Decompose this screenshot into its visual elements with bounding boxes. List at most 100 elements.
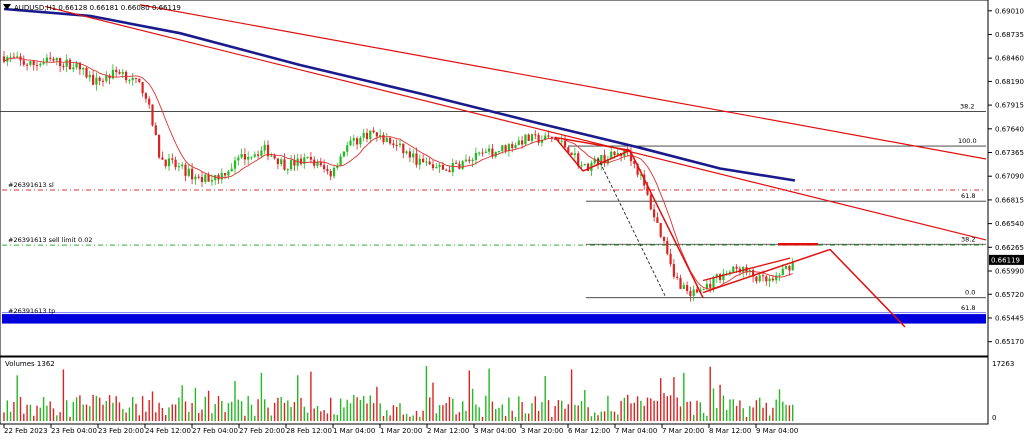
candle-body <box>484 151 487 153</box>
price-tick-label: 0.65445 <box>995 314 1024 322</box>
candle-body <box>98 77 101 81</box>
candle-body <box>491 148 494 157</box>
candle-body <box>649 194 652 210</box>
candle-body <box>359 137 362 145</box>
candle-body <box>372 130 375 133</box>
candle-body <box>669 253 672 265</box>
candle-body <box>382 135 385 142</box>
candle-body <box>775 275 778 281</box>
candle-body <box>177 166 180 168</box>
candle-body <box>369 130 372 139</box>
candle-body <box>293 160 296 166</box>
candle-body <box>732 266 735 272</box>
candle-body <box>778 275 781 277</box>
candle-body <box>438 165 441 167</box>
candle-body <box>105 75 108 82</box>
trendline-upper <box>139 4 987 160</box>
candle-body <box>656 217 659 224</box>
candle-body <box>481 152 484 154</box>
support-zone <box>2 312 986 324</box>
channel-line <box>702 248 831 294</box>
fib-diagonal-line <box>597 157 667 298</box>
candle-body <box>554 138 557 140</box>
candle-body <box>537 134 540 143</box>
candle-body <box>352 138 355 141</box>
candle-body <box>158 134 161 158</box>
price-tick-label: 0.68460 <box>995 55 1024 63</box>
candle-body <box>207 174 210 182</box>
candle-body <box>273 155 276 159</box>
candle-body <box>26 64 29 66</box>
candle-body <box>45 57 48 62</box>
candle-body <box>306 156 309 158</box>
projection-line <box>829 248 906 328</box>
candle-body <box>329 171 332 177</box>
pattern-line <box>554 136 584 172</box>
candle-body <box>200 176 204 183</box>
candle-body <box>497 150 501 152</box>
time-tick-label: 27 Feb 20:00 <box>239 427 285 435</box>
candle-body <box>101 80 105 82</box>
candle-body <box>455 162 458 164</box>
fib-level-label: 100.0 <box>958 137 977 145</box>
candle-body <box>16 56 19 58</box>
candle-body <box>148 98 151 105</box>
candle-body <box>227 171 230 176</box>
candle-body <box>761 275 765 277</box>
candle-body <box>408 151 411 158</box>
candle-body <box>214 175 217 181</box>
candle-body <box>276 158 279 165</box>
candle-body <box>379 135 382 137</box>
candle-body <box>712 276 715 288</box>
candle-body <box>705 283 708 290</box>
candle-body <box>111 69 114 79</box>
candle-body <box>303 157 306 164</box>
candle-body <box>547 135 550 137</box>
trendline-lower <box>44 5 987 241</box>
time-tick-label: 1 Mar 04:00 <box>333 427 375 435</box>
candle-body <box>692 289 695 296</box>
candle-body <box>464 159 468 162</box>
time-tick-label: 22 Feb 2023 <box>4 427 48 435</box>
volume-max-label: 17263 <box>992 360 1014 368</box>
candle-body <box>349 140 352 146</box>
candle-body <box>521 140 524 145</box>
price-tick-label: 0.65720 <box>995 291 1024 299</box>
candle-body <box>392 143 395 146</box>
candle-body <box>412 153 415 158</box>
candle-body <box>765 276 768 282</box>
support-band <box>2 314 986 324</box>
candle-body <box>326 169 329 172</box>
candle-body <box>768 278 771 282</box>
price-tick-label: 0.66815 <box>995 196 1024 204</box>
candle-body <box>441 165 444 170</box>
candle-body <box>138 78 141 83</box>
candle-body <box>144 93 147 99</box>
candle-body <box>365 132 369 139</box>
candle-body <box>478 152 481 154</box>
impulse-line <box>629 150 704 299</box>
candle-body <box>375 132 378 137</box>
price-tick-label: 0.67365 <box>995 149 1024 157</box>
candle-body <box>339 156 342 166</box>
volume-panel <box>0 356 989 425</box>
candle-body <box>666 240 669 254</box>
candle-body <box>204 174 207 183</box>
candle-body <box>62 66 65 68</box>
candle-body <box>29 61 32 65</box>
price-tick-label: 0.66265 <box>995 244 1024 252</box>
time-tick-label: 23 Feb 20:00 <box>98 427 144 435</box>
candle-body <box>95 77 98 85</box>
candle-body <box>431 164 435 169</box>
time-axis: 22 Feb 2023 23 Feb 04:00 23 Feb 20:00 24 Fe… <box>3 424 798 435</box>
candle-body <box>141 82 144 94</box>
candle-body <box>171 158 174 160</box>
candle-body <box>613 151 616 155</box>
candle-body <box>758 275 761 282</box>
candle-body <box>395 145 398 147</box>
candle-body <box>389 138 392 144</box>
trend-lines[interactable] <box>44 4 987 328</box>
candle-body <box>134 77 138 79</box>
